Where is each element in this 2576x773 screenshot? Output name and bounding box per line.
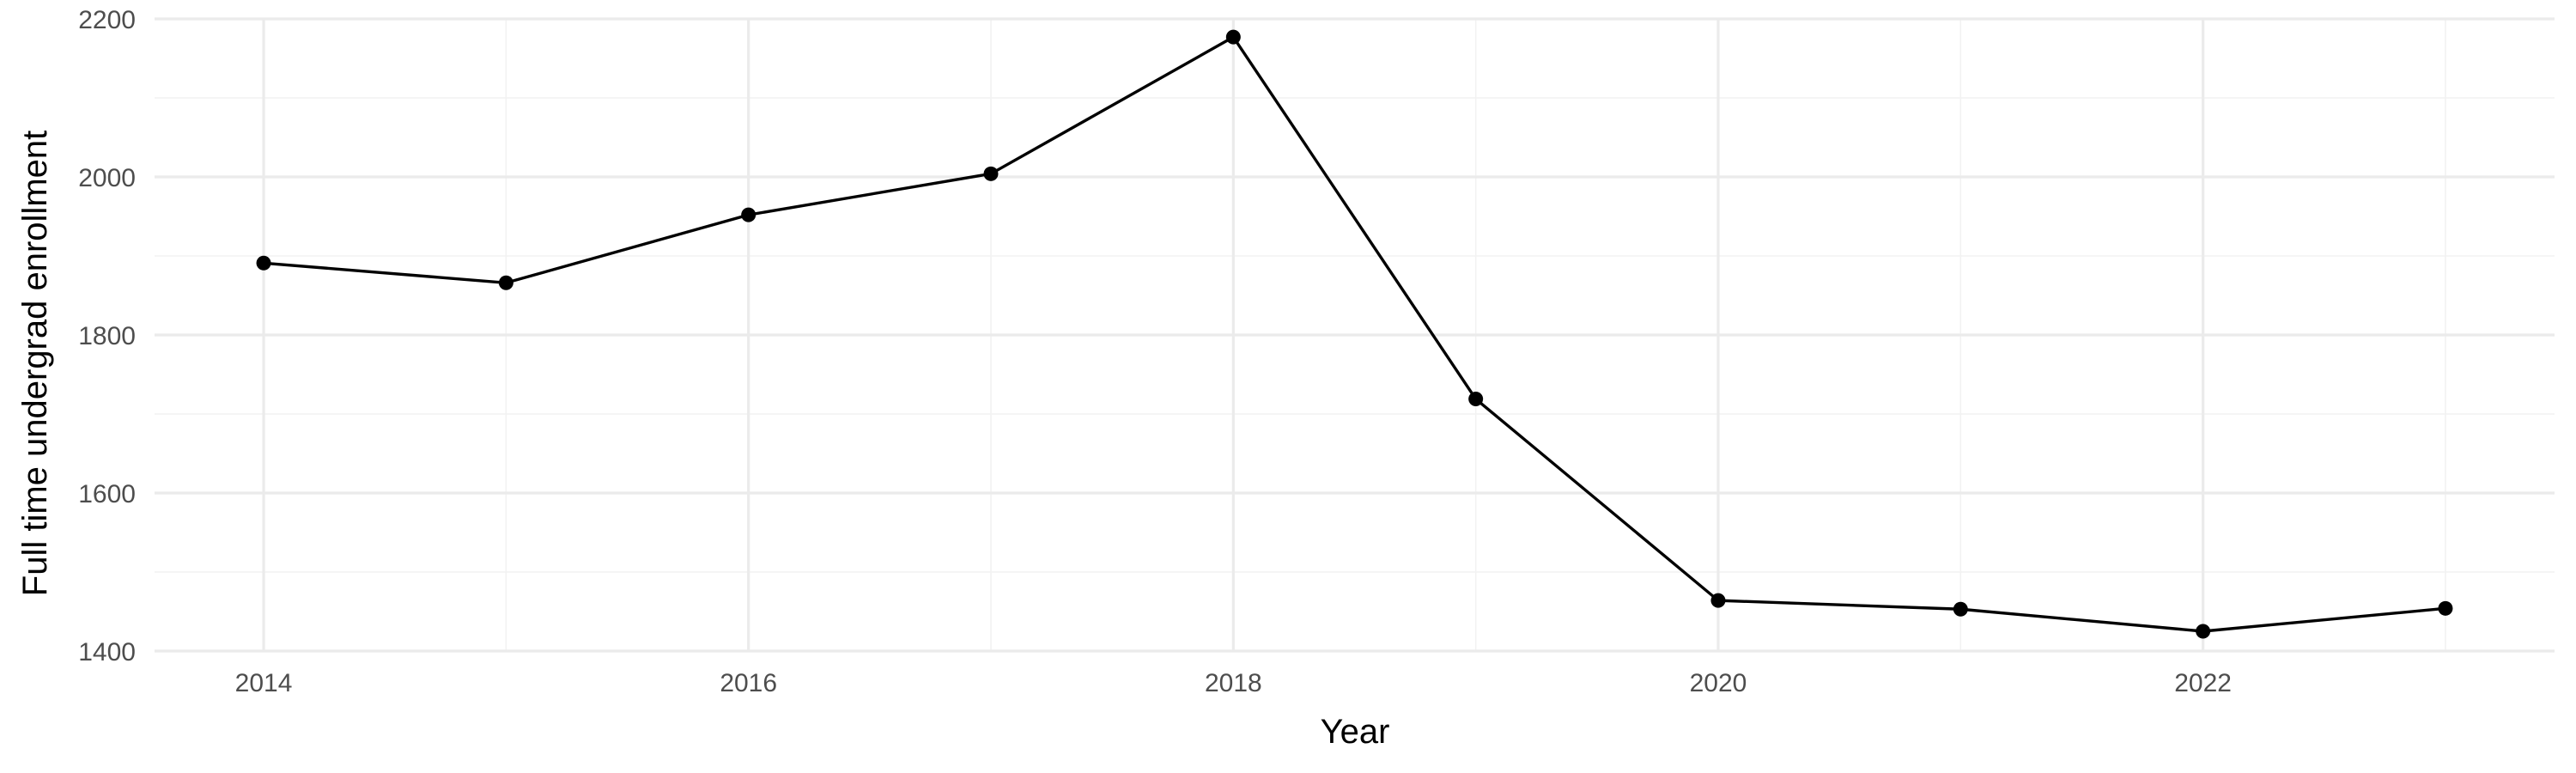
x-tick-labels: 2014 2016 2018 2020 2022 xyxy=(235,669,2232,697)
series-line xyxy=(263,35,2446,633)
x-tick-label: 2020 xyxy=(1690,669,1747,697)
data-point xyxy=(1225,29,1241,45)
x-tick-label: 2022 xyxy=(2174,669,2232,697)
x-tick-label: 2018 xyxy=(1205,669,1262,697)
major-gridlines xyxy=(155,17,2555,653)
y-axis-title: Full time undergrad enrollment xyxy=(16,131,54,596)
data-point xyxy=(1710,593,1726,608)
data-point xyxy=(1953,601,1968,617)
x-axis-title: Year xyxy=(1321,713,1390,751)
data-point xyxy=(498,275,513,290)
x-tick-label: 2014 xyxy=(235,669,293,697)
y-tick-label: 1600 xyxy=(78,480,136,508)
series-group xyxy=(263,35,2446,633)
data-point xyxy=(1468,392,1484,407)
y-tick-label: 1800 xyxy=(78,322,136,350)
y-tick-labels: 1400 1600 1800 2000 2200 xyxy=(78,6,136,666)
data-point xyxy=(256,255,271,271)
x-tick-label: 2016 xyxy=(720,669,777,697)
data-points xyxy=(256,29,2453,639)
y-tick-label: 1400 xyxy=(78,638,136,666)
data-point xyxy=(741,207,756,222)
y-tick-label: 2000 xyxy=(78,164,136,192)
data-point xyxy=(2196,624,2211,639)
y-tick-label: 2200 xyxy=(78,6,136,34)
data-point xyxy=(2438,600,2453,616)
data-point xyxy=(983,166,999,181)
